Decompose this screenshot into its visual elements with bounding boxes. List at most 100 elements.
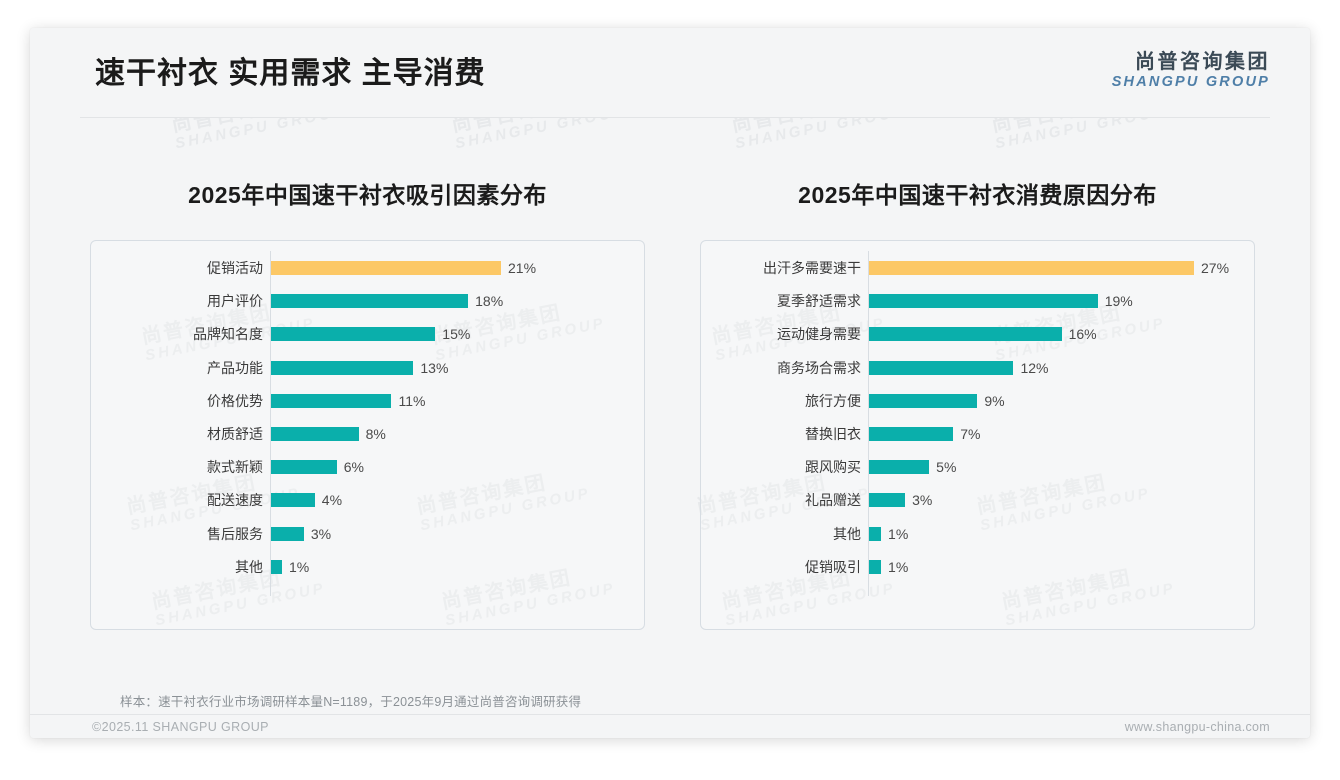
bar-chart-plot: 出汗多需要速干 27% 夏季舒适需求 19% 运动健身需要 16% 商务场合需求 12% 旅行方… bbox=[701, 241, 1254, 629]
bar-value-label: 15% bbox=[442, 326, 471, 343]
bar-row[interactable]: 促销吸引 1% bbox=[701, 554, 1254, 580]
bar-value-label: 1% bbox=[888, 558, 909, 575]
bar-row[interactable]: 替换旧衣 7% bbox=[701, 421, 1254, 447]
bar-category-label: 促销活动 bbox=[207, 260, 263, 276]
page-title: 速干衬衣 实用需求 主导消费 bbox=[95, 57, 486, 90]
bar[interactable] bbox=[869, 294, 1098, 309]
bar[interactable] bbox=[271, 460, 337, 475]
bar-row[interactable]: 运动健身需要 16% bbox=[701, 321, 1254, 347]
bar-value-label: 12% bbox=[1020, 359, 1049, 376]
bar-row[interactable]: 售后服务 3% bbox=[91, 521, 644, 547]
bar-value-label: 11% bbox=[398, 392, 426, 409]
chart-panel: 出汗多需要速干 27% 夏季舒适需求 19% 运动健身需要 16% 商务场合需求 12% 旅行方… bbox=[700, 240, 1255, 630]
bar[interactable] bbox=[271, 526, 304, 541]
chart-panel: 促销活动 21% 用户评价 18% 品牌知名度 15% 产品功能 13% 价格优势 11% 材质舒适… bbox=[90, 240, 645, 630]
category-axis-line bbox=[868, 251, 869, 596]
bar-row[interactable]: 促销活动 21% bbox=[91, 255, 644, 281]
bar[interactable] bbox=[271, 327, 436, 342]
bar-value-label: 16% bbox=[1068, 326, 1097, 343]
footer-divider bbox=[30, 714, 1310, 715]
bar-category-label: 其他 bbox=[833, 525, 861, 542]
bar-row[interactable]: 其他 1% bbox=[701, 521, 1254, 547]
bar-value-label: 21% bbox=[508, 260, 537, 276]
bar-category-label: 礼品赠送 bbox=[805, 492, 861, 509]
bar-value-label: 1% bbox=[288, 558, 310, 575]
bar[interactable] bbox=[869, 493, 906, 508]
bar-row[interactable]: 款式新颖 6% bbox=[91, 454, 644, 480]
bar-value-label: 1% bbox=[888, 525, 909, 542]
bar-row[interactable]: 材质舒适 8% bbox=[91, 421, 644, 447]
bar-category-label: 旅行方便 bbox=[805, 392, 861, 409]
sample-footnote: 样本：速干衬衣行业市场调研样本量N=1189，于2025年9月通过尚普咨询调研获… bbox=[120, 695, 582, 709]
bar-category-label: 用户评价 bbox=[207, 293, 263, 310]
bar[interactable] bbox=[271, 294, 469, 309]
bar[interactable] bbox=[869, 360, 1014, 375]
chart-block-attraction-factors: 2025年中国速干衬衣吸引因素分布 促销活动 21% 用户评价 18% 品牌知名度 15%… bbox=[60, 146, 675, 630]
brand-name-cn: 尚普咨询集团 bbox=[1135, 51, 1270, 73]
bar-value-label: 8% bbox=[365, 426, 386, 442]
bar[interactable] bbox=[869, 559, 882, 574]
bar[interactable] bbox=[271, 261, 501, 275]
bar[interactable] bbox=[271, 493, 315, 508]
footer-copyright: ©2025.11 SHANGPU GROUP bbox=[92, 720, 269, 734]
bar-row[interactable]: 产品功能 13% bbox=[91, 355, 644, 381]
bar-category-label: 替换旧衣 bbox=[805, 426, 861, 442]
chart-title: 2025年中国速干衬衣消费原因分布 bbox=[798, 182, 1157, 208]
bar-category-label: 运动健身需要 bbox=[777, 326, 861, 343]
bar-category-label: 配送速度 bbox=[207, 492, 263, 509]
bar-value-label: 27% bbox=[1201, 260, 1230, 276]
bar[interactable] bbox=[271, 559, 282, 574]
bar-row[interactable]: 出汗多需要速干 27% bbox=[701, 255, 1254, 281]
bar-row[interactable]: 品牌知名度 15% bbox=[91, 321, 644, 347]
bar-row[interactable]: 跟风购买 5% bbox=[701, 454, 1254, 480]
bar-row[interactable]: 夏季舒适需求 19% bbox=[701, 288, 1254, 314]
bar-category-label: 价格优势 bbox=[207, 392, 263, 409]
bar-value-label: 5% bbox=[936, 459, 957, 476]
bar-category-label: 产品功能 bbox=[207, 359, 263, 376]
bar-value-label: 4% bbox=[321, 492, 343, 509]
bar[interactable] bbox=[271, 393, 392, 408]
bar[interactable] bbox=[869, 261, 1194, 275]
bar-value-label: 19% bbox=[1104, 293, 1133, 310]
brand-logo: 尚普咨询集团 SHANGPU GROUP bbox=[1112, 52, 1270, 90]
bar[interactable] bbox=[869, 460, 930, 475]
bar-row[interactable]: 旅行方便 9% bbox=[701, 388, 1254, 414]
bar-row[interactable]: 礼品赠送 3% bbox=[701, 487, 1254, 513]
bar-value-label: 3% bbox=[912, 492, 933, 509]
bar-value-label: 6% bbox=[343, 459, 364, 476]
bar-category-label: 出汗多需要速干 bbox=[763, 260, 861, 276]
bar[interactable] bbox=[869, 526, 882, 541]
bar-row[interactable]: 用户评价 18% bbox=[91, 288, 644, 314]
bar-row[interactable]: 其他 1% bbox=[91, 554, 644, 580]
bar-value-label: 7% bbox=[960, 426, 981, 442]
bar-row[interactable]: 商务场合需求 12% bbox=[701, 355, 1254, 381]
chart-title: 2025年中国速干衬衣吸引因素分布 bbox=[188, 182, 547, 208]
bar-category-label: 款式新颖 bbox=[207, 459, 263, 476]
bar-category-label: 跟风购买 bbox=[805, 459, 861, 476]
bar-category-label: 其他 bbox=[235, 558, 263, 575]
bar[interactable] bbox=[869, 327, 1062, 342]
brand-name-en: SHANGPU GROUP bbox=[1111, 74, 1270, 90]
bar-value-label: 18% bbox=[475, 293, 504, 310]
bar-category-label: 夏季舒适需求 bbox=[777, 293, 861, 310]
bar-category-label: 材质舒适 bbox=[207, 426, 263, 442]
header-divider bbox=[80, 117, 1270, 118]
category-axis-line bbox=[270, 251, 271, 596]
footer-website[interactable]: www.shangpu-china.com bbox=[1124, 720, 1270, 734]
slide-header: 速干衬衣 实用需求 主导消费 尚普咨询集团 SHANGPU GROUP bbox=[30, 28, 1310, 118]
bar-category-label: 促销吸引 bbox=[805, 558, 861, 575]
bar-row[interactable]: 配送速度 4% bbox=[91, 487, 644, 513]
bar[interactable] bbox=[869, 427, 954, 441]
chart-block-consumption-reasons: 2025年中国速干衬衣消费原因分布 出汗多需要速干 27% 夏季舒适需求 19% 运动健… bbox=[670, 146, 1285, 630]
bar[interactable] bbox=[869, 393, 978, 408]
bar-chart-plot: 促销活动 21% 用户评价 18% 品牌知名度 15% 产品功能 13% 价格优势 11% 材质舒适… bbox=[91, 241, 644, 629]
bar-category-label: 品牌知名度 bbox=[193, 326, 263, 343]
bar-row[interactable]: 价格优势 11% bbox=[91, 388, 644, 414]
bar-category-label: 售后服务 bbox=[207, 525, 263, 542]
bar-value-label: 9% bbox=[984, 392, 1005, 409]
bar-value-label: 3% bbox=[310, 525, 332, 542]
bar-category-label: 商务场合需求 bbox=[777, 359, 861, 376]
bar[interactable] bbox=[271, 427, 359, 441]
bar[interactable] bbox=[271, 360, 414, 375]
